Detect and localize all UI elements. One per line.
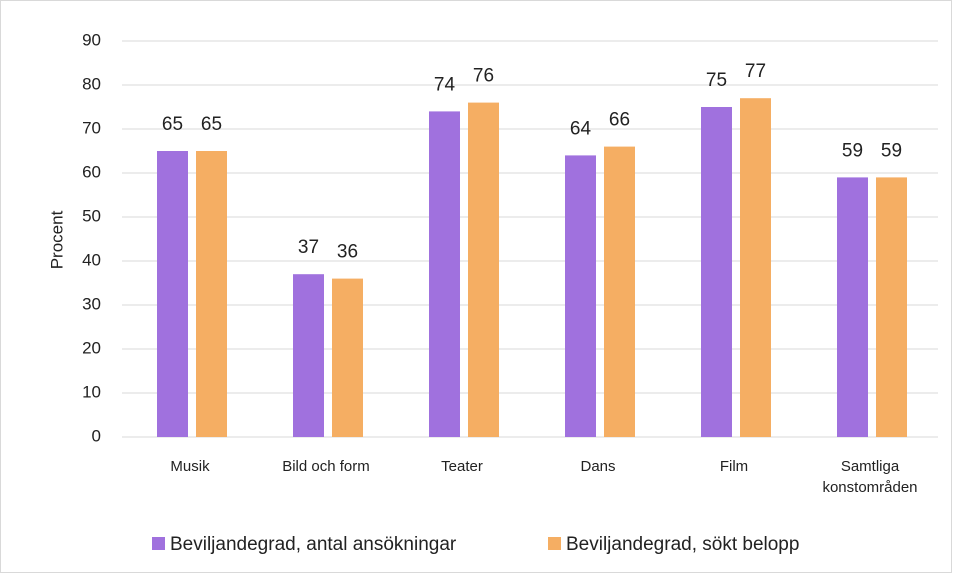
bar — [876, 177, 907, 437]
legend-swatch — [152, 537, 165, 550]
bar — [740, 98, 771, 437]
data-label: 66 — [609, 110, 630, 131]
bar — [701, 107, 732, 437]
data-label: 64 — [570, 118, 592, 139]
x-tick-label: Bild och form — [282, 458, 370, 475]
data-label: 36 — [337, 242, 358, 263]
y-tick-label: 80 — [82, 74, 101, 93]
data-label: 74 — [434, 74, 456, 95]
bar — [468, 102, 499, 437]
y-tick-label: 30 — [82, 294, 101, 313]
x-tick-label: Film — [720, 458, 748, 475]
y-tick-label: 60 — [82, 162, 101, 181]
bar — [332, 278, 363, 437]
x-tick-label: Musik — [170, 458, 210, 475]
y-tick-label: 0 — [92, 426, 101, 445]
data-label: 65 — [201, 114, 222, 135]
y-tick-label: 90 — [82, 30, 101, 49]
bar — [565, 155, 596, 437]
y-tick-label: 40 — [82, 250, 101, 269]
data-label: 76 — [473, 66, 494, 87]
bar — [429, 111, 460, 438]
legend-label: Beviljandegrad, sökt belopp — [566, 534, 799, 555]
x-tick-label: Samtliga konstområden — [822, 458, 917, 496]
bar — [293, 274, 324, 437]
data-label: 75 — [706, 70, 727, 91]
data-label: 59 — [881, 140, 902, 161]
bar — [837, 177, 868, 437]
y-axis-label: Procent — [47, 210, 66, 269]
data-label: 65 — [162, 114, 183, 135]
y-tick-label: 10 — [82, 382, 101, 401]
bar — [157, 151, 188, 437]
bar — [196, 151, 227, 437]
y-tick-label: 20 — [82, 338, 101, 357]
x-tick-label: Teater — [441, 458, 483, 475]
y-tick-label: 50 — [82, 206, 101, 225]
data-label: 77 — [745, 61, 766, 82]
legend-swatch — [548, 537, 561, 550]
data-label: 59 — [842, 140, 863, 161]
data-label: 37 — [298, 237, 319, 258]
y-tick-label: 70 — [82, 118, 101, 137]
x-tick-label: Dans — [580, 458, 615, 475]
legend-label: Beviljandegrad, antal ansökningar — [170, 534, 457, 555]
bar — [604, 146, 635, 437]
